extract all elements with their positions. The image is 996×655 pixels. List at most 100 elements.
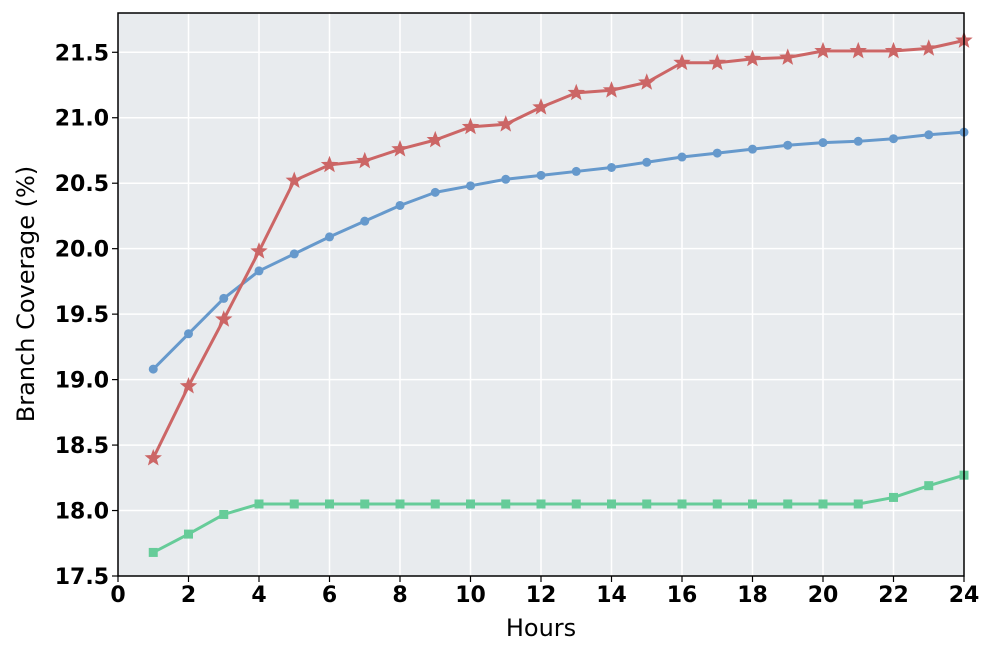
- data-point: [144, 449, 162, 466]
- series-line: [152, 130, 965, 371]
- x-tick-label: 22: [878, 583, 909, 608]
- x-axis-label: Hours: [506, 614, 576, 642]
- data-point: [536, 499, 546, 509]
- x-tick-label: 2: [181, 583, 196, 608]
- data-point: [536, 170, 546, 180]
- data-point: [571, 166, 581, 176]
- data-point: [884, 41, 903, 59]
- data-point: [607, 162, 616, 172]
- data-point: [889, 492, 898, 502]
- data-point: [677, 499, 687, 509]
- data-point: [356, 151, 374, 169]
- data-point: [642, 499, 652, 509]
- data-point: [466, 181, 475, 191]
- data-point: [461, 117, 480, 135]
- x-tick-label: 20: [808, 583, 839, 608]
- data-point: [748, 144, 757, 154]
- data-point: [430, 187, 440, 197]
- data-point: [184, 329, 193, 339]
- data-point: [889, 134, 898, 144]
- data-point: [567, 83, 585, 101]
- y-tick-label: 19.0: [55, 369, 109, 394]
- x-tick-label: 4: [251, 583, 266, 608]
- x-tick-label: 24: [949, 583, 980, 608]
- data-point: [748, 499, 757, 509]
- data-point: [602, 81, 621, 98]
- data-point: [430, 499, 440, 509]
- x-tick-label: 16: [667, 583, 698, 608]
- data-point: [712, 499, 722, 509]
- data-point: [360, 216, 370, 226]
- y-tick-label: 19.5: [55, 303, 109, 328]
- series-line: [151, 39, 965, 459]
- data-point: [250, 242, 268, 259]
- data-point: [395, 200, 405, 210]
- y-tick-label: 21.5: [55, 41, 109, 66]
- data-point: [818, 499, 828, 509]
- data-point: [532, 98, 550, 115]
- x-tick-label: 10: [455, 583, 486, 608]
- data-point: [219, 509, 229, 519]
- data-point: [712, 148, 722, 158]
- data-point: [148, 547, 158, 557]
- data-point: [818, 138, 828, 148]
- data-point: [501, 499, 511, 509]
- data-point: [254, 499, 264, 509]
- x-tick-label: 8: [392, 583, 407, 608]
- data-point: [426, 130, 444, 148]
- data-point: [219, 293, 229, 303]
- data-point: [853, 136, 863, 146]
- data-point: [783, 140, 793, 150]
- y-tick-label: 20.0: [55, 238, 109, 263]
- x-tick-label: 0: [110, 583, 125, 608]
- data-point: [853, 499, 863, 509]
- series-2: [148, 470, 969, 557]
- axis-ticks: 0 2 4 6 8 10 12 14 16 18 20 22 2417.518.018.519.019.…: [55, 41, 980, 608]
- data-point: [148, 364, 158, 374]
- data-point: [607, 499, 616, 509]
- data-point: [184, 529, 193, 539]
- y-tick-label: 21.0: [55, 107, 109, 132]
- y-tick-label: 20.5: [55, 172, 109, 197]
- series-line: [152, 473, 965, 554]
- data-point: [642, 157, 652, 167]
- data-point: [677, 152, 687, 162]
- data-point: [325, 232, 334, 242]
- data-point: [320, 155, 339, 173]
- data-point: [360, 499, 370, 509]
- y-tick-label: 17.5: [55, 565, 109, 590]
- data-point: [783, 499, 793, 509]
- data-point: [708, 53, 726, 71]
- data-point: [924, 481, 934, 491]
- data-point: [325, 499, 334, 509]
- data-point: [289, 249, 299, 259]
- data-point: [571, 499, 581, 509]
- data-point: [814, 41, 832, 59]
- y-tick-label: 18.5: [55, 434, 109, 459]
- data-point: [743, 49, 762, 67]
- data-point: [391, 140, 409, 157]
- y-tick-label: 18.0: [55, 500, 109, 525]
- x-tick-label: 14: [596, 583, 627, 608]
- x-tick-label: 6: [322, 583, 337, 608]
- data-point: [395, 499, 405, 509]
- data-point: [638, 73, 656, 90]
- data-point: [179, 377, 198, 394]
- data-point: [920, 39, 938, 56]
- data-point: [849, 41, 867, 59]
- data-point: [466, 499, 475, 509]
- x-tick-label: 12: [526, 583, 557, 608]
- data-point: [779, 48, 797, 65]
- data-point: [285, 171, 303, 188]
- data-point: [215, 310, 233, 327]
- data-point: [501, 174, 511, 184]
- series-0: [148, 127, 969, 374]
- data-point: [673, 53, 691, 71]
- y-axis-label: Branch Coverage (%): [12, 166, 40, 422]
- data-point: [254, 266, 264, 276]
- data-point: [289, 499, 299, 509]
- x-tick-label: 18: [737, 583, 768, 608]
- data-point: [497, 115, 515, 132]
- data-point: [924, 130, 934, 140]
